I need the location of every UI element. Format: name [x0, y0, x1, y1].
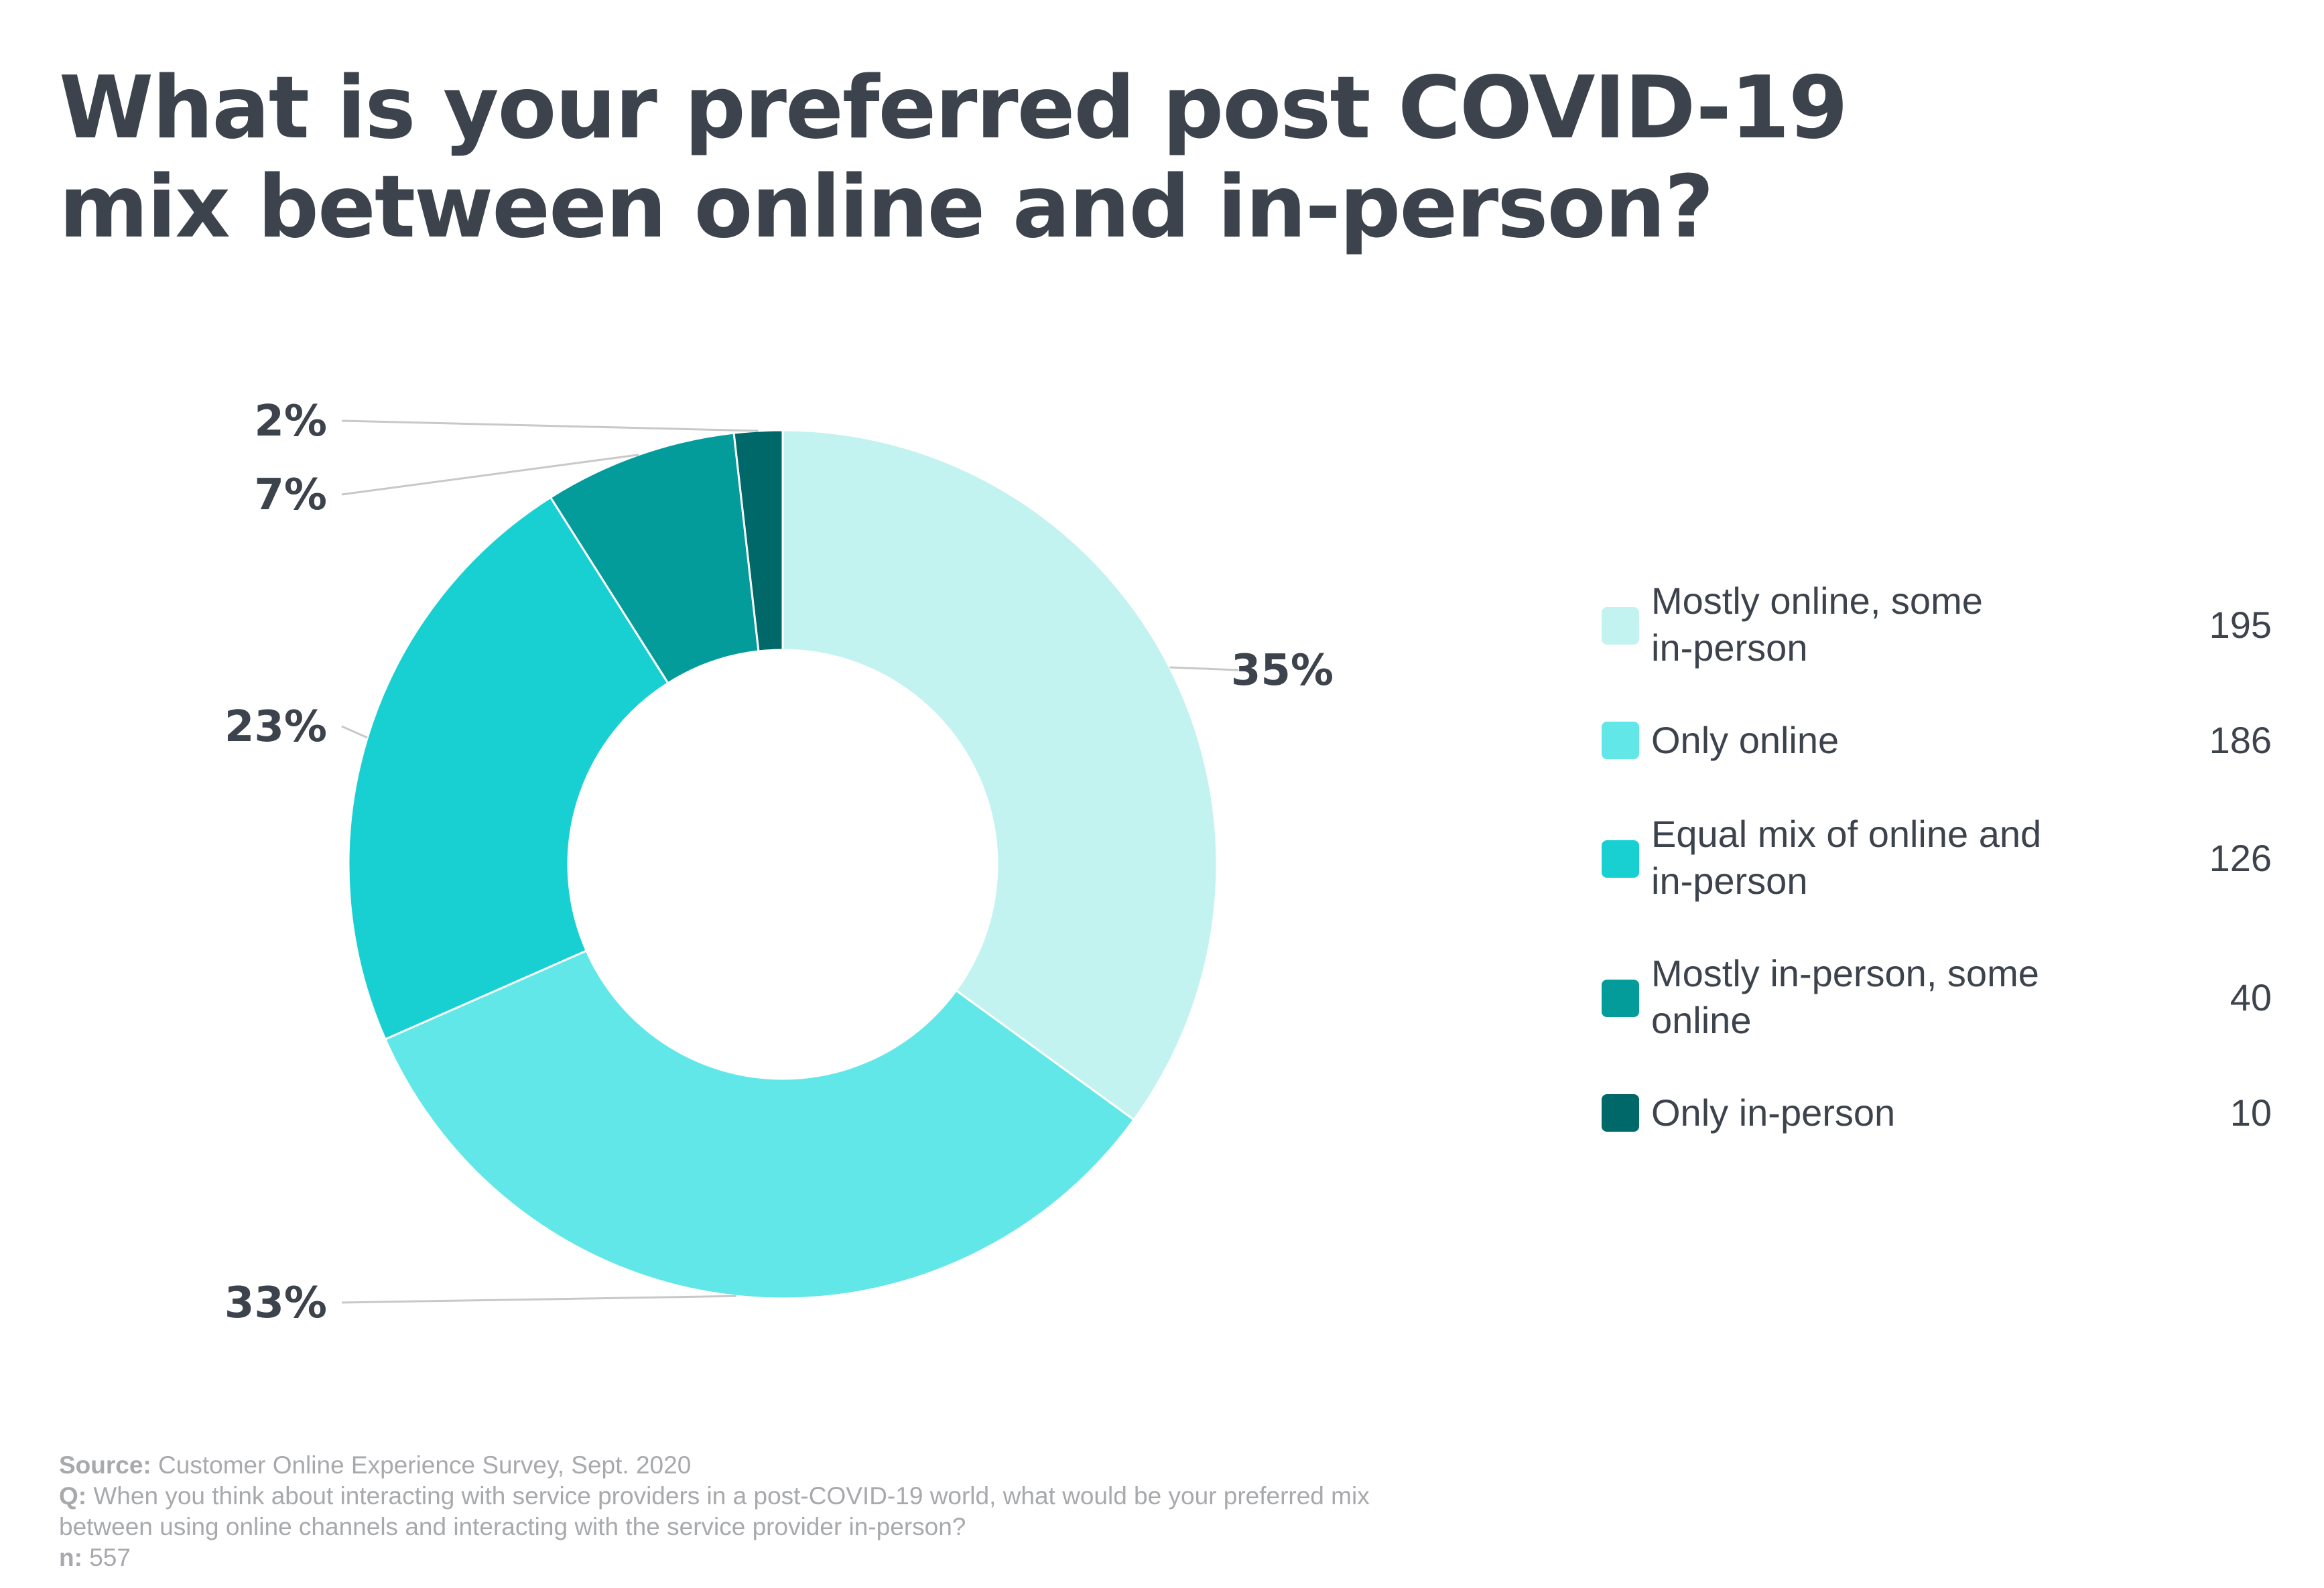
footer-n-key: n: — [59, 1544, 82, 1571]
footer-n: n: 557 — [59, 1542, 1667, 1573]
donut-slices — [347, 429, 1218, 1300]
percent-labels: 35% 33% 23% 7% 2% — [224, 397, 1334, 1328]
footer-source-key: Source: — [59, 1451, 151, 1479]
legend-value: 195 — [2209, 604, 2272, 646]
donut-slice-mostly-online — [781, 429, 1218, 1122]
percent-label-equal-mix: 23% — [224, 702, 327, 752]
legend-value: 10 — [2230, 1091, 2272, 1134]
percent-label-mostly-online: 35% — [1231, 646, 1334, 696]
legend-label-line1: Mostly in-person, some — [1651, 952, 2039, 994]
legend-label-line1: Equal mix of online and — [1651, 813, 2042, 855]
chart-title: What is your preferred post COVID-19 mix… — [59, 59, 2002, 257]
legend-swatch — [1602, 722, 1639, 759]
legend-value: 126 — [2209, 837, 2272, 879]
leader-line-only-in-person — [341, 419, 759, 432]
legend-swatch — [1602, 1094, 1639, 1132]
legend: Mostly online, some in-person 195 Only o… — [1602, 578, 2272, 1183]
chart-footer: Source: Customer Online Experience Surve… — [59, 1450, 1667, 1573]
legend-item-only-online: Only online 186 — [1602, 717, 2272, 811]
legend-label: Mostly online, some in-person — [1651, 578, 2120, 671]
legend-swatch — [1602, 980, 1639, 1017]
percent-label-only-in-person: 2% — [254, 397, 327, 446]
footer-source: Source: Customer Online Experience Surve… — [59, 1450, 1667, 1481]
legend-value: 40 — [2230, 976, 2272, 1018]
legend-label-line2: in-person — [1651, 626, 1808, 669]
donut-slice-equal-mix — [347, 496, 670, 1041]
footer-question-cont: between using online channels and intera… — [59, 1513, 966, 1540]
footer-question: Q: When you think about interacting with… — [59, 1481, 1667, 1512]
legend-label-line1: Only online — [1651, 719, 1839, 761]
legend-item-only-in-person: Only in-person 10 — [1602, 1089, 2272, 1183]
legend-item-mostly-in-person: Mostly in-person, some online 40 — [1602, 950, 2272, 1089]
leader-line-mostly-in-person — [341, 454, 639, 496]
legend-label-line1: Only in-person — [1651, 1091, 1896, 1134]
footer-n-text: 557 — [82, 1544, 131, 1571]
legend-label-line1: Mostly online, some — [1651, 580, 1983, 622]
footer-question-key: Q: — [59, 1482, 87, 1510]
legend-label: Only online — [1651, 717, 2120, 764]
legend-label: Equal mix of online and in-person — [1651, 811, 2120, 905]
footer-question-text-line1: When you think about interacting with se… — [86, 1482, 1370, 1510]
leader-line-only-online — [341, 1295, 736, 1304]
percent-label-only-online: 33% — [224, 1278, 327, 1328]
legend-label-line2: in-person — [1651, 860, 1808, 902]
chart-title-line2: mix between online and in-person? — [59, 157, 1714, 257]
legend-label: Only in-person — [1651, 1089, 2120, 1136]
leader-line-mostly-online — [1169, 666, 1239, 671]
percent-label-mostly-in-person: 7% — [254, 470, 327, 520]
legend-value: 186 — [2209, 719, 2272, 761]
footer-source-text: Customer Online Experience Survey, Sept.… — [151, 1451, 692, 1479]
donut-slice-only-online — [383, 949, 1136, 1300]
chart-title-line1: What is your preferred post COVID-19 — [59, 58, 1848, 158]
legend-item-mostly-online: Mostly online, some in-person 195 — [1602, 578, 2272, 717]
legend-item-equal-mix: Equal mix of online and in-person 126 — [1602, 811, 2272, 950]
leader-line-equal-mix — [341, 725, 368, 739]
legend-label-line2: online — [1651, 999, 1752, 1041]
label-leader-lines — [341, 419, 1239, 1304]
legend-swatch — [1602, 840, 1639, 878]
legend-label: Mostly in-person, some online — [1651, 950, 2120, 1044]
legend-swatch — [1602, 607, 1639, 645]
